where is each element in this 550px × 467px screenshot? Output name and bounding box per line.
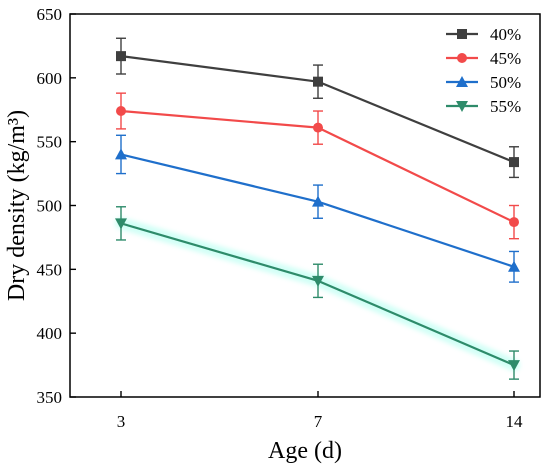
y-tick-label: 450 bbox=[37, 260, 63, 279]
y-tick-label: 550 bbox=[37, 133, 63, 152]
legend-marker bbox=[456, 76, 468, 87]
data-point bbox=[116, 51, 126, 62]
y-tick-label: 350 bbox=[37, 388, 63, 407]
data-point bbox=[116, 106, 126, 117]
data-point bbox=[313, 122, 323, 133]
y-tick-label: 500 bbox=[37, 197, 63, 216]
legend-label: 40% bbox=[490, 25, 521, 44]
y-tick-label: 400 bbox=[37, 324, 63, 343]
x-tick-label: 14 bbox=[506, 412, 524, 431]
data-point bbox=[509, 157, 519, 168]
data-point bbox=[508, 360, 520, 372]
data-point bbox=[115, 148, 127, 160]
y-axis-label: Dry density (kg/m³) bbox=[4, 110, 30, 301]
x-tick-label: 3 bbox=[117, 412, 126, 431]
data-point bbox=[312, 275, 324, 287]
data-point bbox=[115, 218, 127, 230]
data-point bbox=[509, 217, 519, 228]
x-axis: 3 7 14 bbox=[117, 391, 523, 431]
x-axis-label: Age (d) bbox=[268, 438, 342, 464]
data-point bbox=[313, 76, 323, 87]
legend-marker bbox=[457, 53, 467, 63]
legend-label: 45% bbox=[490, 49, 521, 68]
plot-layer bbox=[115, 37, 520, 380]
x-tick-label: 7 bbox=[314, 412, 323, 431]
data-point bbox=[508, 260, 520, 272]
y-tick-label: 600 bbox=[37, 69, 63, 88]
legend-label: 55% bbox=[490, 97, 521, 116]
data-point bbox=[312, 195, 324, 207]
legend-marker bbox=[456, 101, 468, 112]
legend-label: 50% bbox=[490, 73, 521, 92]
y-axis: 350 400 450 500 550 600 650 bbox=[37, 5, 76, 407]
y-tick-label: 650 bbox=[37, 5, 63, 24]
legend-marker bbox=[457, 29, 467, 39]
legend: 40% 45% 50% 55% bbox=[446, 25, 521, 116]
